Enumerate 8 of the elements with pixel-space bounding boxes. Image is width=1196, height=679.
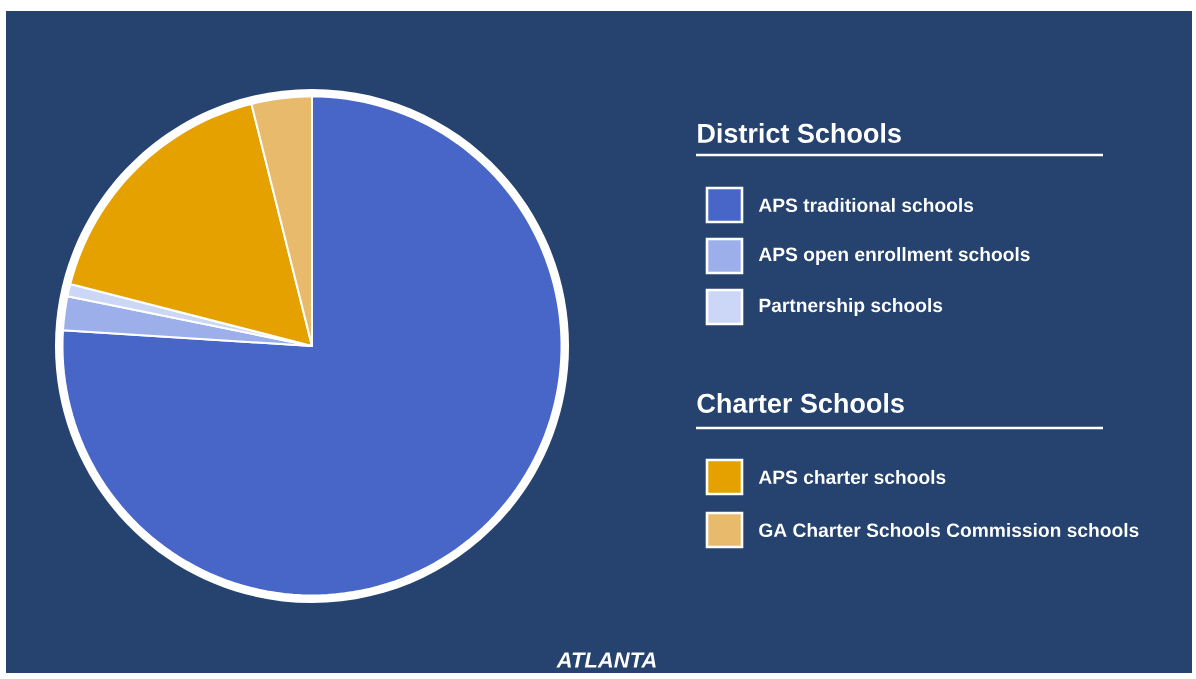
legend-label: GA Charter Schools Commission schools <box>759 522 1139 538</box>
text: ATLANTA <box>556 652 656 668</box>
legend-label: APS open enrollment schools <box>758 247 1030 265</box>
legend-label: APS charter schools <box>758 469 946 485</box>
legend-label: Partnership schools <box>759 298 943 316</box>
legend-label: APS traditional schools <box>758 197 974 213</box>
text: District Schools <box>698 123 901 143</box>
text: Charter Schools <box>697 393 904 413</box>
